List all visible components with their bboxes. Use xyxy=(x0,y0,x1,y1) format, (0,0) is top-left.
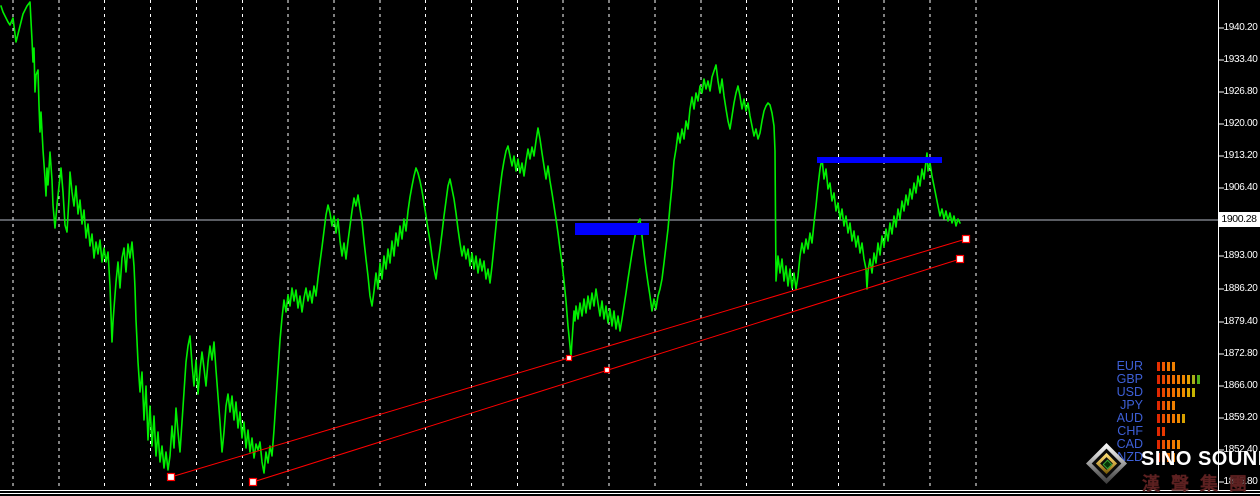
currency-label: EUR xyxy=(1116,359,1143,373)
strength-bar xyxy=(1157,453,1160,462)
currency-row-gbp: GBP xyxy=(1095,373,1210,386)
strength-bars xyxy=(1157,388,1197,397)
currency-label: CAD xyxy=(1116,437,1143,451)
range-bar[interactable] xyxy=(575,223,649,235)
currency-row-eur: EUR xyxy=(1095,360,1210,373)
range-bar[interactable] xyxy=(817,157,942,163)
strength-bar xyxy=(1162,362,1165,371)
strength-bar xyxy=(1177,440,1180,449)
strength-bar xyxy=(1172,362,1175,371)
strength-bar xyxy=(1162,453,1165,462)
current-price-tag: 1900.28 xyxy=(1218,212,1260,227)
strength-bar xyxy=(1172,414,1175,423)
strength-bar xyxy=(1172,401,1175,410)
currency-row-cad: CAD xyxy=(1095,438,1210,451)
strength-bars xyxy=(1157,375,1202,384)
currency-row-jpy: JPY xyxy=(1095,399,1210,412)
currency-label: JPY xyxy=(1120,398,1143,412)
strength-bars xyxy=(1157,401,1177,410)
strength-bar xyxy=(1157,388,1160,397)
strength-bar xyxy=(1157,401,1160,410)
strength-bar xyxy=(1162,388,1165,397)
strength-bar xyxy=(1157,440,1160,449)
strength-bars xyxy=(1157,440,1182,449)
strength-bar xyxy=(1167,375,1170,384)
strength-bar xyxy=(1167,401,1170,410)
strength-bar xyxy=(1177,414,1180,423)
strength-bar xyxy=(1172,375,1175,384)
strength-bar xyxy=(1157,414,1160,423)
strength-bar xyxy=(1177,388,1180,397)
strength-bars xyxy=(1157,414,1187,423)
strength-bar xyxy=(1172,388,1175,397)
strength-bar xyxy=(1172,440,1175,449)
trend-handle-marker[interactable] xyxy=(248,477,258,487)
brand-subtitle: 漢聲集團 xyxy=(1142,474,1258,494)
currency-label: AUD xyxy=(1116,411,1143,425)
strength-bars xyxy=(1157,362,1177,371)
currency-row-aud: AUD xyxy=(1095,412,1210,425)
currency-row-usd: USD xyxy=(1095,386,1210,399)
trend-handle-marker[interactable] xyxy=(961,234,971,244)
strength-bar xyxy=(1167,440,1170,449)
strength-bar xyxy=(1182,388,1185,397)
strength-bar xyxy=(1182,414,1185,423)
strength-bar xyxy=(1162,375,1165,384)
strength-bar xyxy=(1182,375,1185,384)
currency-label: CHF xyxy=(1117,424,1143,438)
strength-bar xyxy=(1172,453,1175,462)
trend-handle-marker[interactable] xyxy=(955,254,965,264)
strength-bar xyxy=(1167,414,1170,423)
currency-label: GBP xyxy=(1116,372,1143,386)
strength-bars xyxy=(1157,453,1177,462)
strength-bar xyxy=(1192,375,1195,384)
strength-bar xyxy=(1187,375,1190,384)
strength-bar xyxy=(1197,375,1200,384)
strength-bar xyxy=(1167,453,1170,462)
brand-title: SINO SOUND xyxy=(1141,448,1260,470)
strength-bar xyxy=(1162,427,1165,436)
strength-bar xyxy=(1162,401,1165,410)
strength-bar xyxy=(1192,388,1195,397)
currency-row-chf: CHF xyxy=(1095,425,1210,438)
strength-bar xyxy=(1187,388,1190,397)
strength-bar xyxy=(1157,427,1160,436)
strength-bar xyxy=(1167,362,1170,371)
strength-bar xyxy=(1167,388,1170,397)
strength-bar xyxy=(1162,414,1165,423)
strength-bar xyxy=(1177,375,1180,384)
brand-logo: SINO SOUND 漢聲集團 xyxy=(1085,442,1260,496)
strength-bar xyxy=(1157,362,1160,371)
strength-bar xyxy=(1162,440,1165,449)
currency-label: USD xyxy=(1116,385,1143,399)
price-line xyxy=(0,1,961,474)
strength-bars xyxy=(1157,427,1167,436)
trend-handle-marker[interactable] xyxy=(166,472,176,482)
strength-bar xyxy=(1157,375,1160,384)
trend-handle-marker[interactable] xyxy=(565,354,573,362)
trend-handle-marker[interactable] xyxy=(603,366,611,374)
